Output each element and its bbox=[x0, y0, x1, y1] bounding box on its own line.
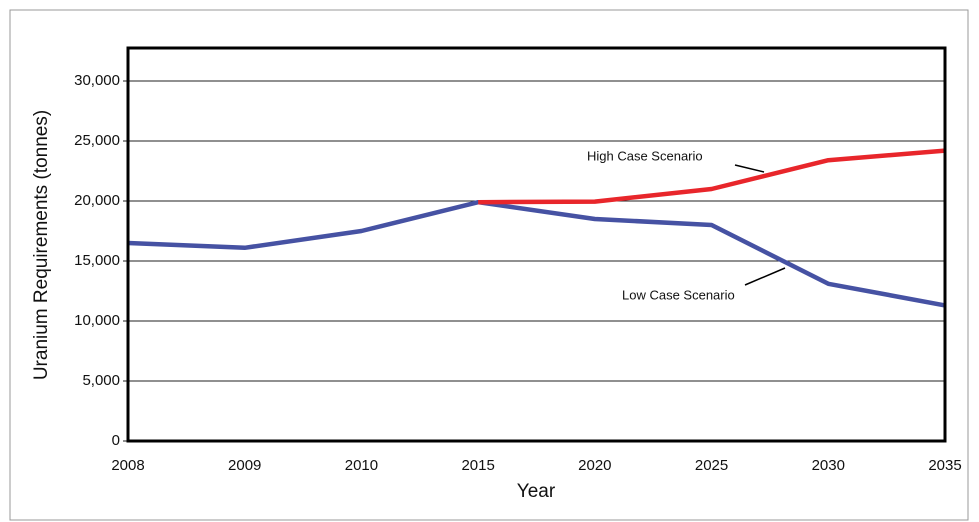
x-tick-label: 2008 bbox=[111, 457, 144, 474]
y-tick-label: 30,000 bbox=[74, 72, 120, 89]
y-tick-label: 10,000 bbox=[74, 312, 120, 329]
page-frame bbox=[9, 9, 969, 521]
y-tick-label: 5,000 bbox=[82, 372, 120, 389]
x-tick-label: 2020 bbox=[578, 457, 611, 474]
y-tick-label: 20,000 bbox=[74, 192, 120, 209]
y-axis-label: Uranium Requirements (tonnes) bbox=[31, 110, 52, 380]
x-tick-label: 2010 bbox=[345, 457, 378, 474]
leader-line bbox=[734, 164, 765, 173]
plot-frame bbox=[126, 46, 947, 443]
leader-line bbox=[744, 267, 786, 286]
x-tick-label: 2030 bbox=[812, 457, 845, 474]
y-tick-label: 0 bbox=[112, 432, 120, 449]
x-tick-label: 2025 bbox=[695, 457, 728, 474]
series-annotation: High Case Scenario bbox=[587, 148, 703, 163]
x-tick-label: 2015 bbox=[461, 457, 494, 474]
series-annotation: Low Case Scenario bbox=[622, 287, 735, 302]
y-tick-label: 25,000 bbox=[74, 132, 120, 149]
series-line bbox=[127, 199, 946, 308]
x-tick-label: 2035 bbox=[928, 457, 961, 474]
x-axis-label: Year bbox=[517, 481, 556, 502]
x-tick-label: 2009 bbox=[228, 457, 261, 474]
series-line bbox=[478, 148, 946, 205]
y-tick-label: 15,000 bbox=[74, 252, 120, 269]
